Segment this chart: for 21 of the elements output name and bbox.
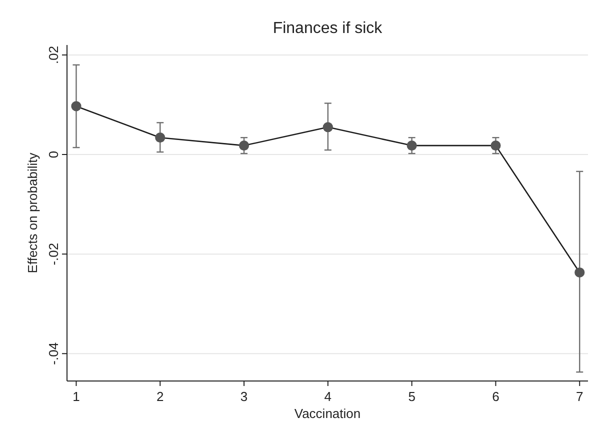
chart-title: Finances if sick [272, 20, 384, 37]
point [155, 132, 166, 143]
point [71, 101, 82, 112]
point [322, 122, 333, 132]
x-tick-label: 5 [408, 389, 416, 404]
y-axis-title: Effects on probability [25, 152, 40, 274]
x-tick-label: 7 [576, 389, 584, 404]
x-tick-label: 6 [492, 389, 500, 404]
y-tick-label: 0 [46, 150, 61, 158]
x-tick-label: 2 [156, 389, 164, 404]
x-tick-label: 4 [324, 389, 332, 404]
point [490, 140, 501, 151]
point [238, 140, 250, 151]
point [406, 140, 417, 151]
x-tick-label: 1 [72, 389, 80, 404]
y-tick-label: -.02 [46, 242, 61, 266]
y-tick-label: -.04 [46, 342, 61, 365]
point [574, 267, 585, 278]
y-tick-label: .02 [46, 46, 61, 64]
x-tick-label: 3 [240, 389, 248, 404]
x-axis-title: Vaccination [294, 406, 361, 421]
